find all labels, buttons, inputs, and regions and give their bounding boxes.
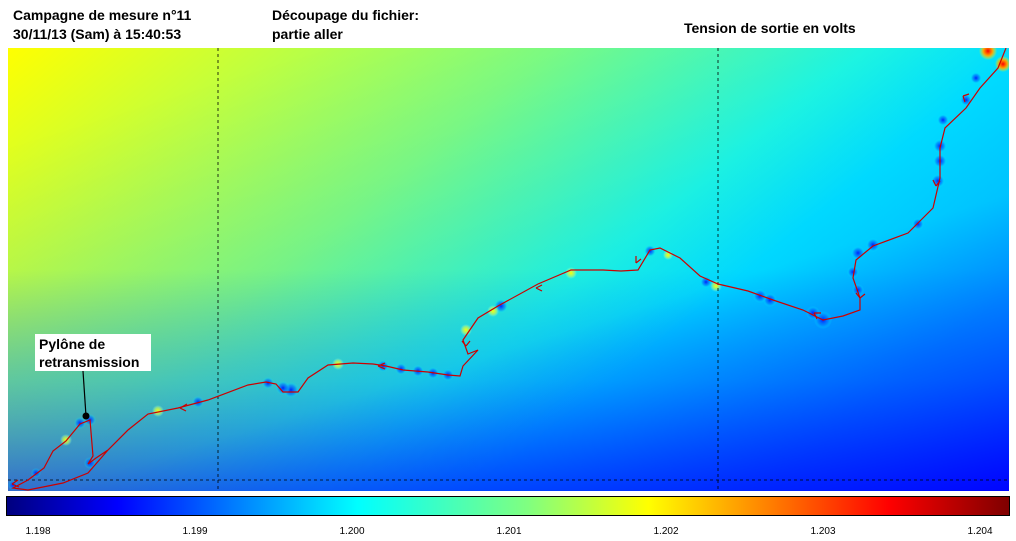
voltage-map-canvas [8, 48, 1009, 491]
color-scale-tick-label: 1.202 [653, 526, 679, 537]
color-scale-tick-label: 1.200 [339, 526, 365, 537]
campaign-title: Campagne de mesure n°11 30/11/13 (Sam) à… [13, 6, 191, 44]
campaign-number: Campagne de mesure n°11 [13, 7, 192, 23]
route-track [11, 48, 1007, 491]
color-scale-tick-label: 1.201 [496, 526, 522, 537]
file-segment-value: partie aller [272, 26, 343, 42]
voltage-map [8, 48, 1009, 491]
color-scale-tick-label: 1.198 [25, 526, 51, 537]
color-scale-ticks: 1.198 1.199 1.200 1.201 1.202 1.203 1.204 [0, 516, 1016, 541]
color-scale-tick-label: 1.199 [182, 526, 208, 537]
pylon-label-line2: retransmission [39, 354, 140, 370]
file-segment-title: Découpage du fichier: partie aller [272, 6, 419, 44]
pylon-leader-line [82, 370, 87, 417]
campaign-date: 30/11/13 (Sam) à 15:40:53 [13, 26, 182, 42]
color-scale-bar [6, 496, 1010, 516]
route-direction-arrows [11, 93, 970, 488]
pylon-label: Pylône de retransmission [35, 334, 151, 371]
field-shading-corner [8, 48, 1009, 491]
color-scale-tick-label: 1.204 [967, 526, 993, 537]
pylon-label-line1: Pylône de [39, 336, 106, 352]
file-segment-label: Découpage du fichier: [272, 7, 420, 23]
quantity-title: Tension de sortie en volts [684, 20, 856, 36]
color-scale-tick-label: 1.203 [810, 526, 836, 537]
